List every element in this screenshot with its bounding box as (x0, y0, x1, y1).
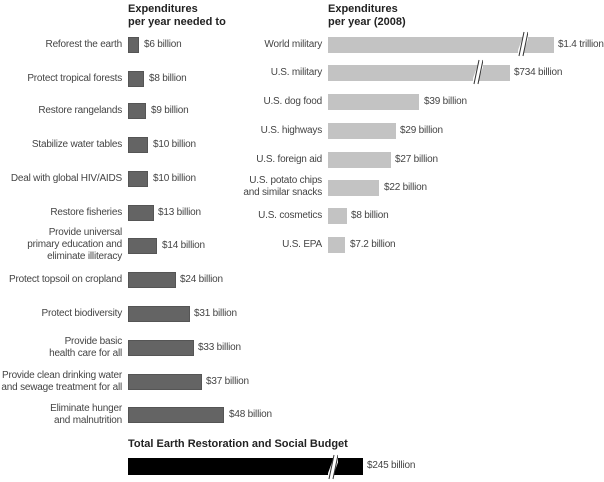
right-bar (328, 65, 510, 81)
left-chart-header: Expenditures per year needed to (128, 3, 226, 29)
right-row-value: $734 billion (514, 67, 563, 78)
axis-break-icon (328, 454, 338, 480)
left-bar (128, 37, 139, 53)
left-row-label: Restore rangelands (38, 105, 122, 116)
right-row-label: U.S. potato chips and similar snacks (243, 175, 322, 198)
right-row-value: $22 billion (384, 182, 427, 193)
right-bar (328, 94, 419, 110)
right-bar (328, 237, 345, 253)
left-bar (128, 272, 176, 288)
left-row-label: Provide clean drinking water and sewage … (1, 370, 122, 393)
left-row-label: Eliminate hunger and malnutrition (50, 403, 122, 426)
left-row-value: $48 billion (229, 409, 272, 420)
right-row-label: U.S. military (270, 67, 322, 78)
left-row-label: Provide basic health care for all (49, 336, 122, 359)
left-row-label: Protect topsoil on cropland (8, 274, 122, 285)
left-bar (128, 374, 202, 390)
axis-break-icon (518, 31, 528, 57)
left-bar (128, 103, 146, 119)
left-row-value: $24 billion (180, 274, 223, 285)
right-row-value: $39 billion (424, 96, 467, 107)
left-header-line2: per year needed to (128, 16, 226, 28)
right-row-label: U.S. highways (260, 125, 323, 136)
left-bar (128, 71, 144, 87)
left-bar (128, 238, 157, 254)
left-bar (128, 171, 148, 187)
right-row-label: U.S. foreign aid (256, 154, 322, 165)
left-row-value: $10 billion (153, 139, 196, 150)
total-value: $245 billion (367, 460, 416, 471)
left-row-value: $13 billion (158, 207, 201, 218)
right-row-value: $7.2 billion (350, 239, 396, 250)
left-row-label: Provide universal primary education and … (27, 227, 122, 262)
right-chart-header: Expenditures per year (2008) (328, 3, 406, 29)
left-row-value: $31 billion (194, 308, 237, 319)
left-bar (128, 205, 154, 221)
left-row-value: $9 billion (151, 105, 189, 116)
left-row-value: $10 billion (153, 173, 196, 184)
right-bar (328, 180, 379, 196)
right-row-value: $27 billion (395, 154, 438, 165)
total-title: Total Earth Restoration and Social Budge… (128, 438, 348, 450)
left-row-label: Reforest the earth (45, 39, 123, 50)
right-row-label: World military (264, 39, 322, 50)
right-row-label: U.S. EPA (282, 239, 322, 250)
right-header-line2: per year (2008) (328, 16, 406, 28)
left-row-value: $6 billion (144, 39, 182, 50)
left-header-line1: Expenditures (128, 3, 198, 15)
axis-break-icon (473, 59, 483, 85)
left-row-value: $37 billion (206, 376, 249, 387)
left-row-label: Deal with global HIV/AIDS (10, 173, 122, 184)
left-row-label: Stabilize water tables (31, 139, 122, 150)
right-row-label: U.S. dog food (263, 96, 322, 107)
right-bar (328, 208, 347, 224)
right-row-value: $1.4 trillion (558, 39, 604, 50)
left-bar (128, 340, 194, 356)
total-bar (128, 458, 363, 475)
left-row-label: Restore fisheries (50, 207, 122, 218)
right-row-value: $29 billion (400, 125, 443, 136)
left-bar (128, 407, 224, 423)
left-row-value: $33 billion (198, 342, 241, 353)
left-row-value: $8 billion (149, 73, 187, 84)
right-row-value: $8 billion (351, 210, 389, 221)
left-row-value: $14 billion (162, 240, 205, 251)
left-row-label: Protect tropical forests (27, 73, 122, 84)
right-bar (328, 37, 554, 53)
left-row-label: Protect biodiversity (41, 308, 123, 319)
left-bar (128, 137, 148, 153)
right-row-label: U.S. cosmetics (258, 210, 322, 221)
right-bar (328, 152, 391, 168)
left-bar (128, 306, 190, 322)
right-header-line1: Expenditures (328, 3, 398, 15)
right-bar (328, 123, 396, 139)
